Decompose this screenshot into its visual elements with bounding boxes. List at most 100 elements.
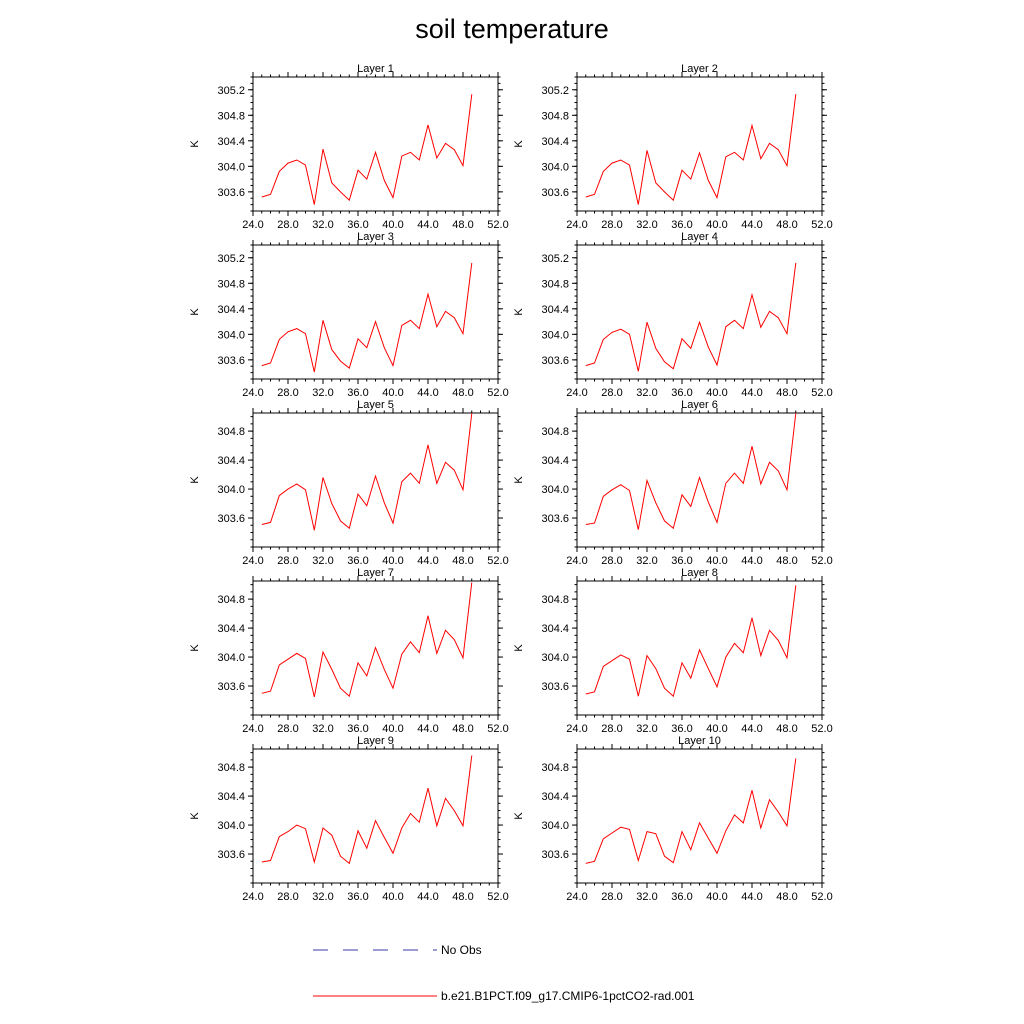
y-tick-label: 304.0 [541,820,569,832]
y-tick-label: 304.8 [541,426,569,438]
x-tick-label: 40.0 [706,387,727,399]
x-tick-label: 28.0 [277,723,298,735]
y-tick-label: 303.6 [541,681,569,693]
x-tick-label: 28.0 [277,219,298,231]
y-axis-label: K [189,476,201,484]
x-tick-label: 28.0 [601,387,622,399]
y-tick-label: 303.6 [541,513,569,525]
panel-layer-6: Layer 6 K 24.0 28.0 32.0 36.0 40.0 44.0 48.0 52.0… [513,399,833,567]
x-tick-label: 40.0 [706,219,727,231]
x-tick-label: 24.0 [242,555,263,567]
y-tick-label: 304.4 [217,623,245,635]
x-tick-label: 40.0 [382,387,403,399]
y-tick-label: 304.8 [217,426,245,438]
x-tick-label: 44.0 [741,891,762,903]
y-tick-label: 304.0 [217,161,245,173]
x-tick-label: 44.0 [741,723,762,735]
x-tick-label: 32.0 [636,891,657,903]
y-tick-label: 303.6 [217,355,245,367]
y-axis-label: K [513,812,525,820]
page-title: soil temperature [415,14,609,44]
y-tick-label: 304.0 [541,484,569,496]
y-axis-label: K [189,308,201,316]
y-tick-label: 304.8 [541,110,569,122]
x-tick-label: 40.0 [706,891,727,903]
plot-frame [576,244,823,380]
y-tick-label: 305.2 [541,85,569,97]
x-tick-label: 28.0 [601,723,622,735]
y-tick-label: 303.6 [541,187,569,199]
x-tick-label: 28.0 [277,891,298,903]
x-tick-label: 36.0 [347,555,368,567]
x-tick-label: 48.0 [776,891,797,903]
x-tick-label: 40.0 [706,555,727,567]
x-tick-label: 36.0 [347,219,368,231]
y-tick-label: 304.4 [217,455,245,467]
x-tick-label: 48.0 [776,723,797,735]
x-tick-label: 24.0 [242,891,263,903]
x-tick-label: 36.0 [347,387,368,399]
x-tick-label: 44.0 [741,219,762,231]
y-tick-label: 304.8 [217,110,245,122]
y-axis-label: K [513,644,525,652]
x-tick-label: 32.0 [312,219,333,231]
x-tick-label: 36.0 [671,555,692,567]
x-tick-label: 36.0 [671,219,692,231]
x-tick-label: 36.0 [347,891,368,903]
x-tick-label: 52.0 [487,723,508,735]
x-tick-label: 52.0 [487,891,508,903]
panel-title: Layer 6 [681,399,718,411]
series-line [585,758,797,864]
x-tick-label: 40.0 [382,723,403,735]
series-line [261,582,473,698]
x-tick-label: 36.0 [671,387,692,399]
x-tick-label: 40.0 [706,723,727,735]
plot-frame [252,244,499,380]
x-tick-label: 24.0 [566,555,587,567]
y-axis-label: K [513,308,525,316]
y-tick-label: 303.6 [541,849,569,861]
x-tick-label: 32.0 [636,219,657,231]
x-tick-label: 44.0 [417,219,438,231]
x-tick-label: 52.0 [811,555,832,567]
y-tick-label: 304.0 [541,161,569,173]
y-tick-label: 304.0 [541,329,569,341]
y-tick-label: 304.8 [541,278,569,290]
plot-frame [576,748,823,884]
y-tick-label: 304.8 [217,594,245,606]
series-line [261,412,473,531]
y-tick-label: 304.4 [217,136,245,148]
plot-frame [576,580,823,716]
plot-frame [576,76,823,212]
y-tick-label: 304.4 [541,623,569,635]
y-tick-label: 303.6 [541,355,569,367]
x-tick-label: 36.0 [671,891,692,903]
x-tick-label: 52.0 [487,387,508,399]
panel-title: Layer 5 [357,399,394,411]
y-tick-label: 304.8 [217,278,245,290]
x-tick-label: 32.0 [312,387,333,399]
x-tick-label: 40.0 [382,219,403,231]
x-tick-label: 48.0 [776,387,797,399]
panel-title: Layer 3 [357,231,394,243]
x-tick-label: 44.0 [417,555,438,567]
x-tick-label: 24.0 [566,723,587,735]
x-tick-label: 48.0 [452,219,473,231]
y-tick-label: 304.4 [541,791,569,803]
series-line [585,94,797,205]
x-tick-label: 44.0 [417,723,438,735]
x-tick-label: 28.0 [601,219,622,231]
x-tick-label: 24.0 [566,891,587,903]
x-tick-label: 28.0 [601,555,622,567]
x-tick-label: 40.0 [382,555,403,567]
y-tick-label: 304.0 [217,329,245,341]
y-axis-label: K [189,644,201,652]
panel-title: Layer 7 [357,567,394,579]
y-tick-label: 304.0 [541,652,569,664]
panel-title: Layer 10 [678,735,721,747]
y-tick-label: 304.4 [217,304,245,316]
x-tick-label: 32.0 [312,891,333,903]
y-tick-label: 303.6 [217,187,245,199]
panel-layer-3: Layer 3 K 24.0 28.0 32.0 36.0 40.0 44.0 48.0 52.0… [189,231,509,399]
y-tick-label: 304.4 [541,136,569,148]
